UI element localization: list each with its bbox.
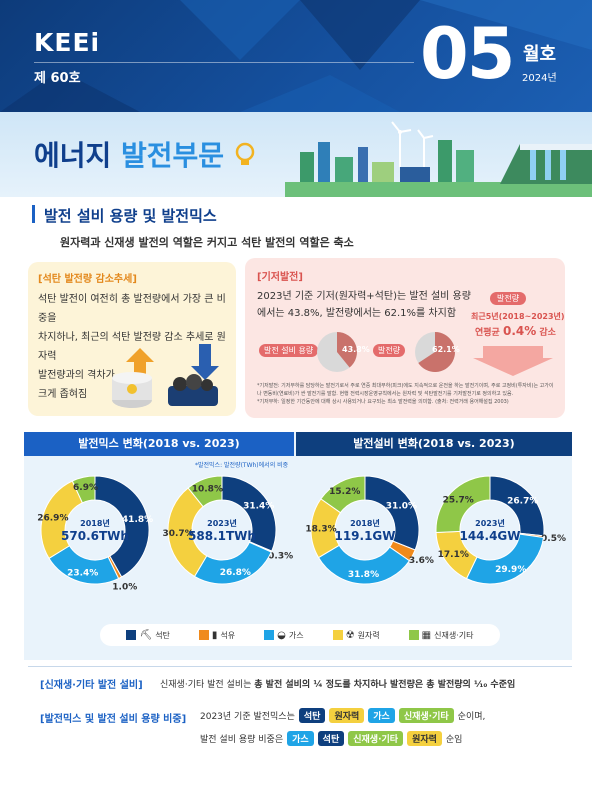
pill: 신재생·기타 — [398, 708, 454, 723]
section-marker — [32, 205, 35, 223]
lightbulb-icon — [235, 142, 255, 165]
year-label: 2024년 — [522, 73, 557, 84]
down-arrow-icon — [473, 346, 553, 376]
trend-badge: 발전량 — [490, 292, 527, 305]
header-divider — [34, 62, 414, 63]
nuclear-icon: ☢ — [345, 629, 355, 641]
base-load-line: 2023년 기준 기저(원자력+석탄)는 발전 설비 용량 — [257, 291, 471, 302]
coal-trend-line: 석탄 발전이 여전히 총 발전량에서 가장 큰 비중을 — [38, 294, 226, 324]
pill: 가스 — [287, 731, 314, 746]
generation-label: 발전량 — [373, 344, 406, 357]
legend-item: ▦ 신재생·기타 — [408, 629, 473, 641]
capacity-value: 43.8% — [342, 345, 370, 354]
summary-section — [28, 666, 572, 766]
note-text: *기저발전: 기저부하를 담당하는 발전기로서 주로 연중 최대부하(피크)에도… — [257, 383, 554, 397]
legend: ⛏ 석탄 ▮ 석유 ◒ 가스 ☢ 원자력 ▦ 신재생·기타 — [100, 624, 500, 646]
logo: KEEi — [34, 28, 101, 57]
legend-swatch — [198, 630, 209, 640]
base-load-line: 에서는 43.8%, 발전량에서는 62.1%를 차지함 — [257, 308, 457, 319]
month-label: 월호 — [523, 44, 557, 65]
coal-nuclear-illustration — [112, 344, 219, 408]
legend-swatch — [408, 630, 419, 640]
coal-trend-text: 석탄 발전이 여전히 총 발전량에서 가장 큰 비중을 차지하나, 최근의 석탄… — [38, 290, 233, 404]
pill: 석탄 — [317, 731, 345, 746]
pill: 원자력 — [329, 708, 365, 723]
legend-item: ▮ 석유 — [198, 629, 235, 641]
generation-pie — [415, 332, 456, 372]
mix-head-right: 발전설비 변화(2018 vs. 2023) — [296, 432, 572, 456]
summary-tag-2: [발전믹스 및 발전 설비 용량 비중] — [40, 714, 187, 725]
note-text: *기저부하: 일정한 기간동안에 대해 상시 사용되거나 요구되는 최소 발전력… — [257, 399, 509, 405]
pill: 석탄 — [298, 708, 326, 723]
issue-number: 제 60호 — [34, 71, 81, 86]
oil-barrel-icon: ▮ — [211, 629, 218, 641]
page-title: 에너지 발전부문 — [34, 134, 256, 174]
base-load-tag: [기저발전] — [257, 272, 303, 283]
mix-head-left: 발전믹스 변화(2018 vs. 2023) — [24, 432, 294, 456]
summary-tag-1: [신재생·기타 발전 설비] — [40, 680, 143, 691]
page-title-part1: 에너지 — [34, 139, 112, 172]
legend-item: ⛏ 석탄 — [126, 629, 170, 641]
summary-line-2: 2023년 기준 발전믹스는 석탄 원자력 가스 신재생·기타 순이며, — [200, 708, 485, 723]
solar-panel-icon: ▦ — [421, 629, 432, 641]
legend-swatch — [332, 630, 343, 640]
coal-trend-card: [석탄 발전량 감소추세] 석탄 발전이 여전히 총 발전량에서 가장 큰 비중… — [28, 262, 236, 416]
summary-line-1: 신재생·기타 발전 설비는 총 발전 설비의 ¼ 정도를 차지하나 발전량은 총… — [160, 680, 516, 690]
base-load-notes: *기저발전: 기저부하를 담당하는 발전기로서 주로 연중 최대부하(피크)에도… — [257, 382, 557, 406]
page-title-part2: 발전부문 — [121, 139, 225, 172]
base-load-card: [기저발전] 2023년 기준 기저(원자력+석탄)는 발전 설비 용량 에서는… — [245, 258, 565, 418]
section-subtitle: 원자력과 신재생 발전의 역할은 커지고 석탄 발전의 역할은 축소 — [60, 236, 354, 249]
title-banner — [0, 112, 592, 197]
pill: 원자력 — [407, 731, 442, 746]
pill: 가스 — [368, 708, 395, 723]
header-pattern — [0, 0, 592, 112]
summary-line-3: 발전 설비 용량 비중은 가스 석탄 신재생·기타 원자력 순임 — [200, 731, 462, 746]
coal-trend-line: 차지하나, 최근의 석탄 발전량 감소 추세로 원자력 — [38, 332, 226, 362]
coal-trend-line: 발전량과의 격차가 — [38, 370, 115, 381]
legend-item: ◒ 가스 — [264, 629, 304, 641]
legend-item: ☢ 원자력 — [332, 629, 380, 641]
coal-trend-tag: [석탄 발전량 감소추세] — [38, 274, 137, 285]
gas-tank-icon: ◒ — [277, 629, 286, 641]
base-load-text: 2023년 기준 기저(원자력+석탄)는 발전 설비 용량 에서는 43.8%,… — [257, 288, 487, 322]
month-number: 05 — [420, 13, 515, 95]
city-illustration — [285, 121, 592, 197]
legend-swatch — [264, 630, 275, 640]
header-banner — [0, 0, 592, 112]
trend-period: 최근5년(2018~2023년) — [471, 312, 565, 321]
section-title: 발전 설비 용량 및 발전믹스 — [44, 207, 217, 225]
generation-value: 62.1% — [432, 345, 460, 354]
capacity-label: 발전 설비 용량 — [259, 344, 319, 357]
trend-summary: 연평균 0.4% 감소 — [475, 324, 556, 338]
capacity-pie — [317, 332, 357, 372]
coal-icon: ⛏ — [139, 629, 153, 641]
pill: 신재생·기타 — [348, 731, 404, 746]
legend-swatch — [126, 630, 137, 640]
coal-trend-line: 크게 좁혀짐 — [38, 389, 88, 400]
mix-note: *발전믹스: 발전량(TWh)에서의 비중 — [195, 462, 289, 469]
